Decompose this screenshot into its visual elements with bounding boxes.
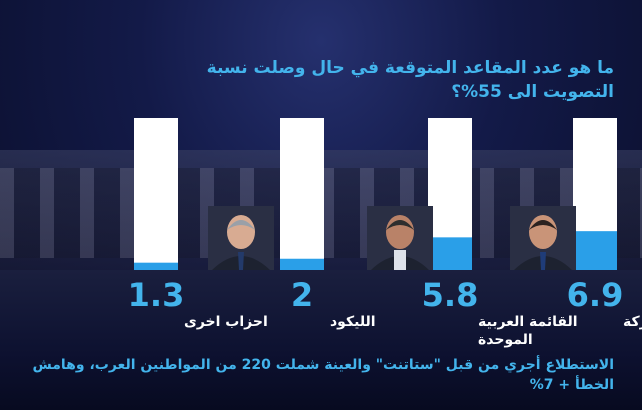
- category-label-1: القائمة المشتركة: [623, 314, 642, 330]
- bar-4: [134, 262, 178, 270]
- bar-3: [280, 258, 324, 270]
- bars-group: [134, 118, 617, 270]
- background-ground: [0, 270, 642, 410]
- value-labels-group: 6.9 5.8 2 1.3: [128, 276, 624, 314]
- bar-track-4: [134, 118, 178, 270]
- category-label-2: القائمة العربية الموحدة: [478, 314, 578, 348]
- bar-2: [428, 237, 472, 270]
- bar-1: [573, 231, 617, 270]
- category-label-4: احزاب اخرى: [184, 314, 268, 330]
- category-label-3: الليكود: [330, 314, 376, 330]
- politician-avatar-1: [510, 206, 576, 270]
- value-label-3: 2: [291, 276, 313, 314]
- politician-avatar-3: [208, 206, 274, 270]
- chart-title: ما هو عدد المقاعد المتوقعة في حال وصلت ن…: [206, 58, 614, 102]
- value-label-1: 6.9: [567, 276, 624, 314]
- value-label-4: 1.3: [128, 276, 185, 314]
- avatars-group: [208, 206, 576, 270]
- value-label-2: 5.8: [422, 276, 479, 314]
- bar-track-3: [280, 118, 324, 270]
- footnote: الاستطلاع أجري من قبل "ستاتنت" والعينة ش…: [32, 357, 614, 393]
- politician-avatar-2: [367, 206, 433, 270]
